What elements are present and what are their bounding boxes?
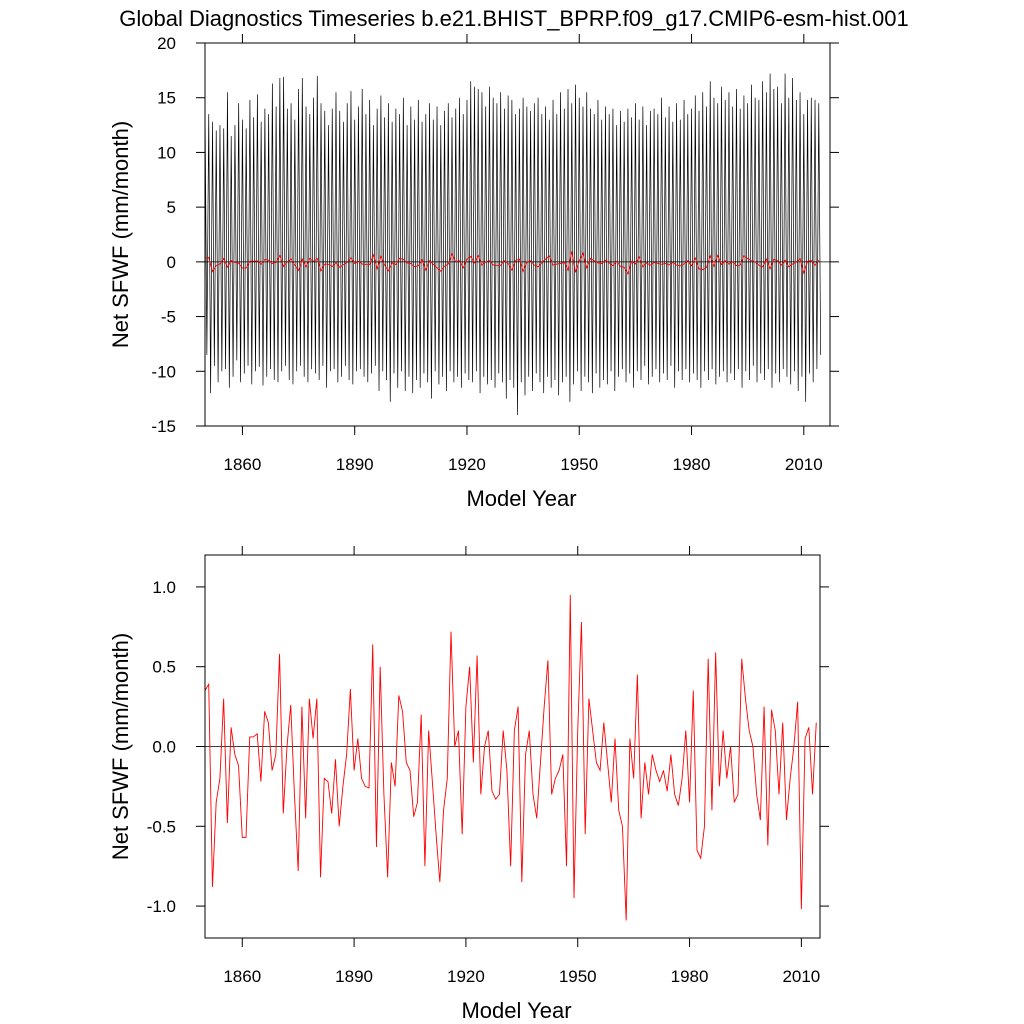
x-tick-label: 1860 [223, 967, 261, 986]
x-axis-label: Model Year [461, 998, 571, 1023]
y-tick-label: 1.0 [152, 578, 176, 597]
x-tick-label: 1950 [559, 967, 597, 986]
y-tick-label: -1.0 [147, 897, 176, 916]
x-tick-label: 2010 [785, 455, 823, 474]
x-tick-label: 1980 [673, 455, 711, 474]
x-tick-label: 1920 [448, 455, 486, 474]
plot-frame [204, 42, 831, 427]
y-tick-label: 0 [167, 253, 176, 272]
x-tick-label: 1920 [447, 967, 485, 986]
x-tick-label: 1890 [335, 967, 373, 986]
y-axis-label: Net SFWF (mm/month) [108, 121, 133, 348]
series-line [204, 73, 821, 416]
x-tick-label: 1980 [671, 967, 709, 986]
y-tick-label: -0.5 [147, 817, 176, 836]
y-axis-label: Net SFWF (mm/month) [108, 633, 133, 860]
y-tick-label: 10 [157, 143, 176, 162]
x-axis-label: Model Year [466, 486, 576, 511]
x-tick-label: 1950 [560, 455, 598, 474]
series-line [204, 251, 820, 275]
series-line [204, 594, 817, 921]
y-tick-label: 5 [167, 198, 176, 217]
x-tick-label: 1890 [336, 455, 374, 474]
x-tick-label: 2010 [782, 967, 820, 986]
y-tick-label: -10 [151, 362, 176, 381]
y-tick-label: 0.0 [152, 738, 176, 757]
y-tick-label: 20 [157, 34, 176, 53]
chart-title: Global Diagnostics Timeseries b.e21.BHIS… [119, 6, 909, 31]
x-tick-label: 1860 [224, 455, 262, 474]
y-tick-label: 0.5 [152, 658, 176, 677]
y-tick-label: 15 [157, 89, 176, 108]
y-tick-label: -15 [151, 417, 176, 436]
y-tick-label: -5 [161, 308, 176, 327]
